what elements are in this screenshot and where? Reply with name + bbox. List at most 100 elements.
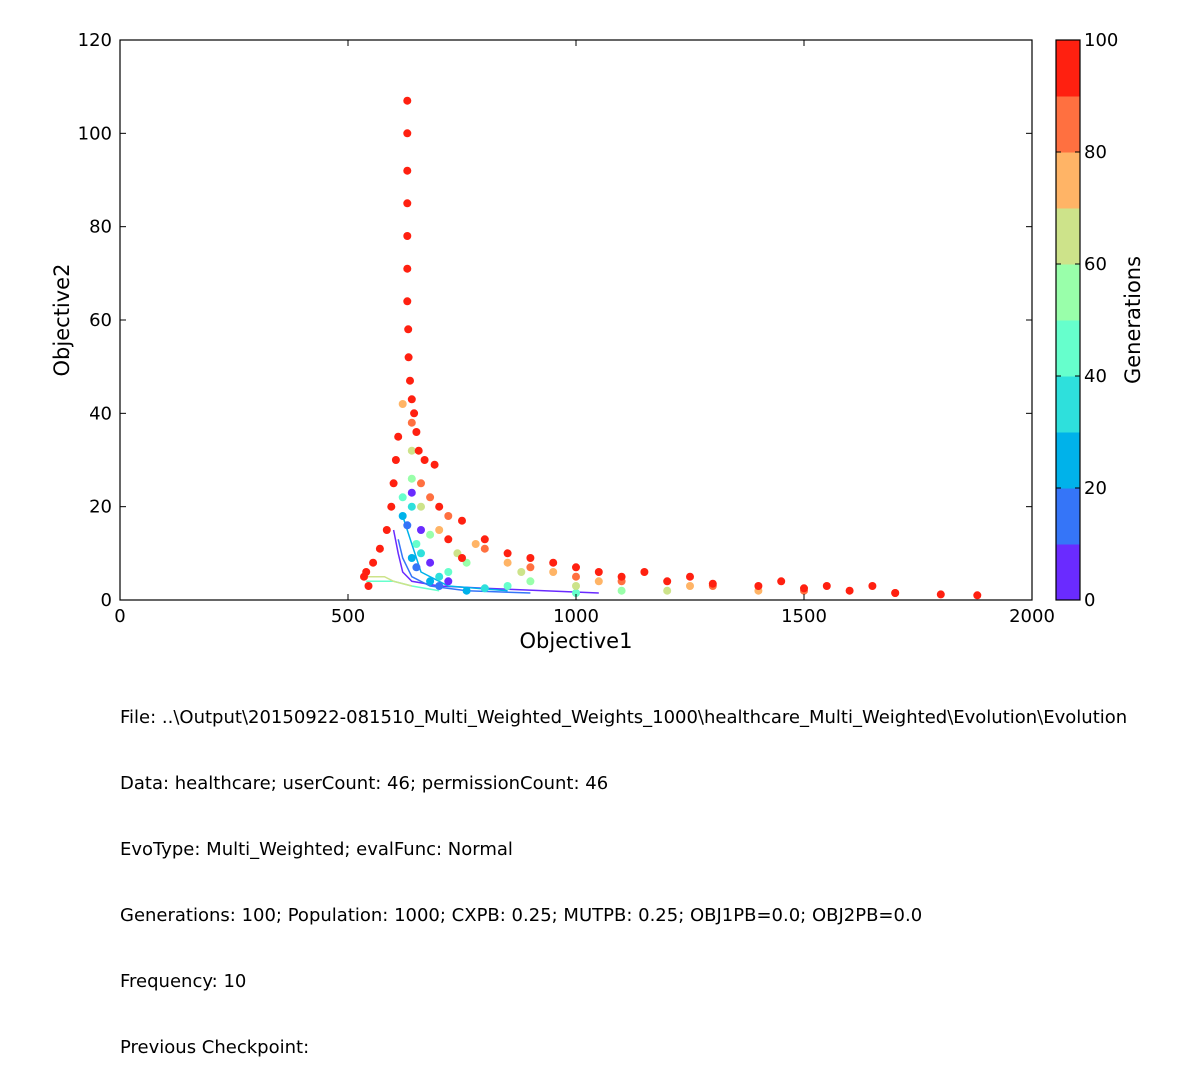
scatter-point [404,353,413,362]
colorbar-bin [1056,488,1080,545]
scatter-point [444,535,453,544]
scatter-point [480,584,489,593]
scatter-point [403,166,412,175]
x-tick-label: 1000 [553,606,599,627]
scatter-point [617,572,626,581]
x-tick-label: 500 [331,606,365,627]
scatter-point [891,589,900,597]
colorbar-frame [1055,39,1081,601]
scatter-point [444,512,453,520]
colorbar-bin [1056,544,1080,601]
scatter-point [407,446,416,455]
scatter-point [686,572,694,581]
colorbar-bin [1056,152,1080,209]
colorbar-bin [1056,320,1080,377]
scatter-point [754,582,763,590]
scatter-point [403,232,412,240]
scatter-point [868,582,877,590]
y-tick-label: 120 [78,30,112,51]
scatter-point [417,479,425,488]
scatter-point [458,516,466,525]
scatter-point [517,568,526,576]
scatter-point [412,540,421,548]
scatter-point [800,584,808,593]
scatter-point [663,586,672,595]
scatter-point [503,549,512,558]
generation-path-1 [397,539,531,594]
colorbar-bin [1056,40,1080,97]
y-tick-label: 20 [89,497,112,518]
scatter-point [426,558,435,567]
scatter-point [389,479,398,488]
scatter-point [640,568,649,576]
scatter-point [503,582,512,590]
scatter-point [407,502,416,511]
scatter-point [410,409,419,418]
scatter-point [444,577,453,586]
scatter-point [382,526,391,534]
colorbar: 0 20 40 60 80 100 [1055,30,1118,611]
run-info-caption: File: ..\Output\20150922-081510_Multi_We… [120,663,1200,1081]
scatter-point [777,577,786,586]
scatter-point [407,488,416,497]
scatter-point [360,572,368,581]
scatter-point [572,572,580,581]
y-tick-label: 80 [89,217,112,238]
scatter-point [407,554,416,562]
scatter-point [526,563,535,572]
caption-generations: Generations: 100; Population: 1000; CXPB… [120,905,923,926]
scatter-point [403,199,412,208]
x-axis-label: Objective1 [520,629,633,653]
x-tick-label: 2000 [1009,606,1055,627]
scatter-point [973,591,982,600]
scatter-point [407,395,416,404]
caption-previous-checkpoint: Previous Checkpoint: [120,1037,310,1058]
scatter-point [406,376,414,385]
scatter-point [526,577,535,586]
scatter-point [403,521,412,530]
colorbar-bin [1056,96,1080,153]
scatter-point [417,526,425,534]
scatter-point [412,563,421,572]
scatter-point [435,582,444,590]
colorbar-bin [1056,264,1080,321]
scatter-point [430,460,439,469]
scatter-point [404,325,413,334]
scatter-point [526,554,535,562]
scatter-point [417,549,425,558]
caption-file: File: ..\Output\20150922-081510_Multi_We… [120,707,1128,728]
generation-path-4 [366,575,412,587]
colorbar-tick-label: 0 [1084,590,1095,611]
colorbar-tick-label: 40 [1084,366,1107,387]
scatter-point [936,590,945,599]
axes: 0 500 1000 1500 2000 0 20 40 60 80 100 120 [78,30,1055,627]
y-tick-label: 40 [89,403,112,424]
scatter-point [394,432,403,441]
colorbar-bin [1056,432,1080,489]
scatter-point [617,586,626,595]
scatter-point [572,563,580,572]
scatter-point [471,540,480,548]
caption-evotype: EvoType: Multi_Weighted; evalFunc: Norma… [120,839,513,860]
scatter-point [414,446,423,455]
colorbar-tick-label: 80 [1084,142,1107,163]
scatter-point [663,577,672,586]
scatter-point [426,493,435,502]
scatter-point [398,493,407,502]
scatter-point [391,456,400,464]
scatter-point [420,456,429,464]
scatter-point [480,544,489,553]
scatter-point [426,577,435,586]
scatter-point [686,582,694,590]
scatter-point [444,568,453,576]
data-marks [360,96,982,600]
scatter-point [503,558,512,567]
scatter-point [572,589,580,597]
scatter-point [398,400,407,408]
scatter-point [594,568,603,576]
scatter-point [435,572,444,581]
scatter-point [462,586,471,595]
y-tick-label: 100 [78,123,112,144]
scatter-point [549,558,558,567]
